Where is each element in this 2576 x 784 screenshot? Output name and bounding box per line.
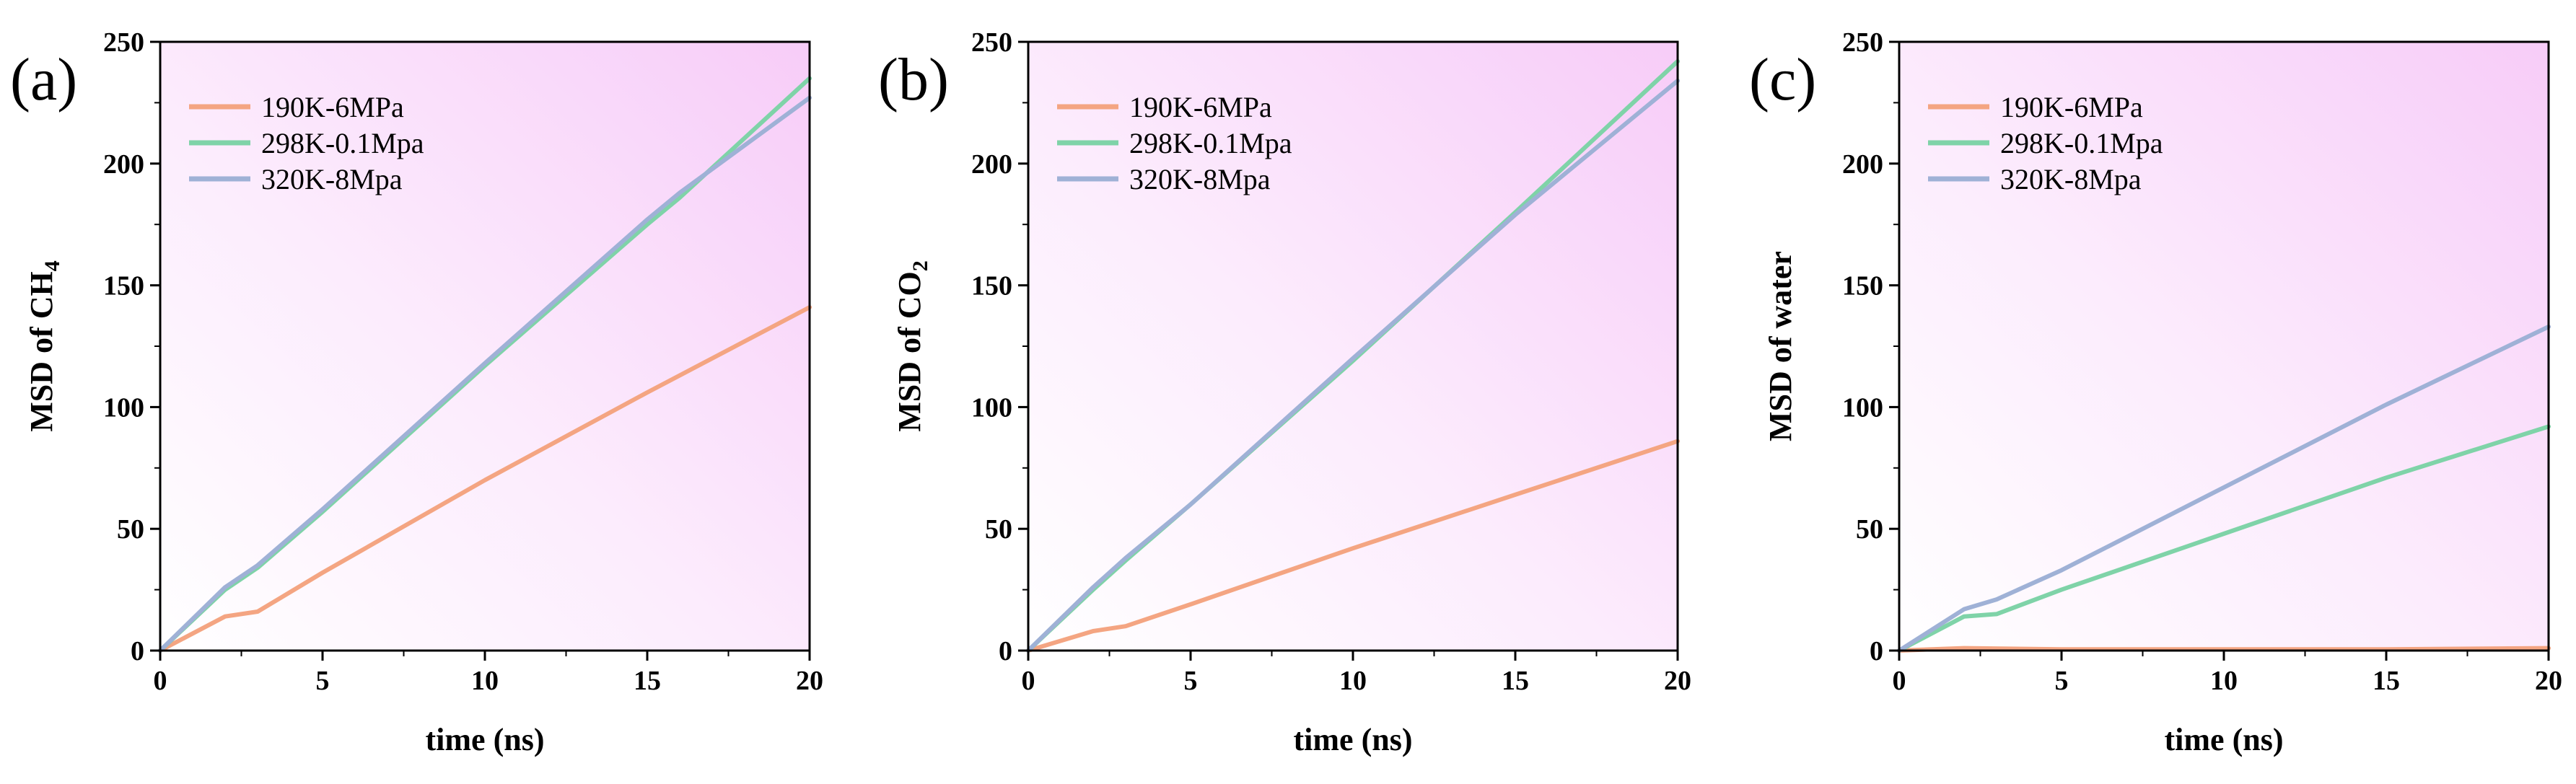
y-axis-label-main: MSD of CH [24, 271, 59, 431]
x-tick-label: 0 [1893, 666, 1906, 696]
y-axis-label: MSD of water [1763, 251, 1798, 441]
x-tick-label: 15 [1502, 666, 1529, 696]
panel-label: (c) [1749, 46, 1816, 113]
y-tick-label: 250 [971, 27, 1012, 58]
series-line-298K-0.1Mpa [1897, 424, 2551, 653]
y-axis-label-main: MSD of water [1763, 251, 1798, 441]
y-axis-label-subscript: 4 [40, 260, 64, 271]
y-tick-label: 0 [131, 636, 144, 666]
y-tick-label: 150 [971, 271, 1012, 301]
x-tick-label: 15 [634, 666, 661, 696]
x-tick-label: 20 [2535, 666, 2562, 696]
x-tick-label: 5 [2055, 666, 2069, 696]
x-tick-label: 20 [796, 666, 823, 696]
y-tick-label: 0 [999, 636, 1012, 666]
y-tick-label: 50 [1856, 514, 1883, 545]
y-tick-label: 100 [971, 392, 1012, 423]
x-axis-label: time (ns) [426, 722, 545, 757]
x-tick-label: 20 [1664, 666, 1691, 696]
x-tick-label: 0 [154, 666, 167, 696]
x-tick-label: 10 [1339, 666, 1367, 696]
x-tick-label: 10 [2210, 666, 2238, 696]
legend: 190K-6MPa 298K-0.1Mpa 320K-8Mpa [1057, 91, 1292, 195]
y-axis-label: MSD of CO2 [892, 260, 932, 431]
y-tick-label: 250 [1842, 27, 1883, 58]
y-tick-label: 100 [1842, 392, 1883, 423]
y-tick-label: 150 [103, 271, 144, 301]
y-tick-label: 200 [1842, 149, 1883, 180]
y-tick-label: 0 [1870, 636, 1883, 666]
y-axis-label: MSD of CH4 [24, 260, 64, 431]
y-tick-label: 150 [1842, 271, 1883, 301]
panel-label: (a) [10, 46, 77, 113]
x-tick-label: 5 [1184, 666, 1198, 696]
legend-label: 320K-8Mpa [1129, 163, 1271, 195]
y-axis-label-subscript: 2 [908, 260, 932, 271]
series-line-320K-8Mpa [158, 95, 812, 653]
y-tick-label: 50 [117, 514, 144, 545]
y-tick-label: 100 [103, 392, 144, 423]
legend-label: 190K-6MPa [1129, 91, 1272, 123]
legend-label: 298K-0.1Mpa [2000, 127, 2163, 159]
legend: 190K-6MPa 298K-0.1Mpa 320K-8Mpa [189, 91, 424, 195]
y-tick-label: 200 [103, 149, 144, 180]
x-axis-label: time (ns) [1294, 722, 1413, 757]
x-tick-label: 10 [471, 666, 499, 696]
x-tick-label: 5 [316, 666, 330, 696]
legend-label: 298K-0.1Mpa [1129, 127, 1292, 159]
y-tick-label: 200 [971, 149, 1012, 180]
series-line-190K-6MPa [158, 305, 812, 653]
plot-background [1899, 42, 2549, 651]
plot-background [160, 42, 810, 651]
series-line-190K-6MPa [1897, 646, 2551, 653]
x-tick-label: 0 [1022, 666, 1035, 696]
series-line-320K-8Mpa [1026, 79, 1680, 653]
y-axis-label-main: MSD of CO [892, 271, 927, 431]
x-axis-label: time (ns) [2165, 722, 2284, 757]
x-tick-label: 15 [2373, 666, 2400, 696]
legend: 190K-6MPa 298K-0.1Mpa 320K-8Mpa [1928, 91, 2163, 195]
panel-label: (b) [878, 46, 949, 113]
legend-label: 320K-8Mpa [2000, 163, 2142, 195]
legend-label: 190K-6MPa [2000, 91, 2143, 123]
legend-label: 190K-6MPa [261, 91, 404, 123]
series-line-190K-6MPa [1026, 439, 1680, 653]
y-tick-label: 50 [985, 514, 1012, 545]
series-line-320K-8Mpa [1897, 325, 2551, 653]
y-tick-label: 250 [103, 27, 144, 58]
legend-label: 298K-0.1Mpa [261, 127, 424, 159]
legend-label: 320K-8Mpa [261, 163, 403, 195]
